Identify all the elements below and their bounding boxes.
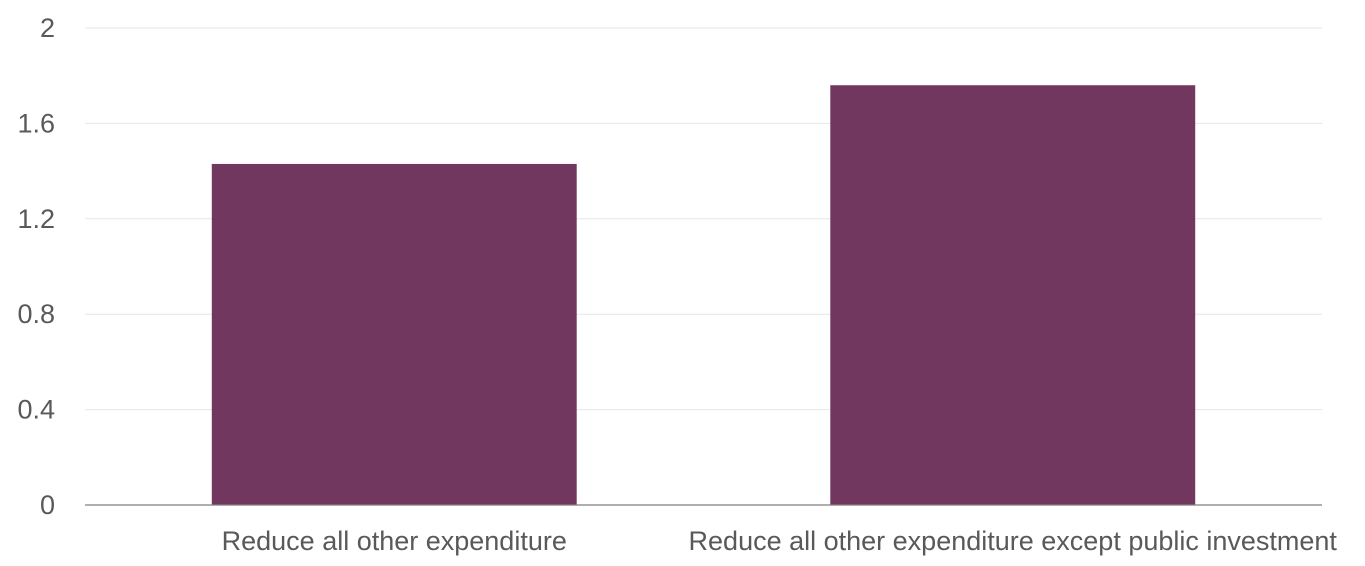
x-axis-category-labels: Reduce all other expenditure Reduce all o… — [222, 526, 1338, 556]
y-tick-label: 1.6 — [17, 108, 55, 138]
bar — [211, 163, 577, 505]
y-tick-label: 2 — [40, 13, 55, 43]
bars — [211, 85, 1196, 506]
bar — [830, 85, 1196, 506]
y-tick-label: 0 — [40, 490, 55, 520]
y-tick-label: 1.2 — [17, 204, 55, 234]
x-category-label: Reduce all other expenditure except publ… — [689, 526, 1338, 556]
y-tick-label: 0.8 — [17, 299, 55, 329]
y-axis-tick-labels: 0 0.4 0.8 1.2 1.6 2 — [17, 13, 55, 520]
x-category-label: Reduce all other expenditure — [222, 526, 567, 556]
y-tick-label: 0.4 — [17, 395, 55, 425]
